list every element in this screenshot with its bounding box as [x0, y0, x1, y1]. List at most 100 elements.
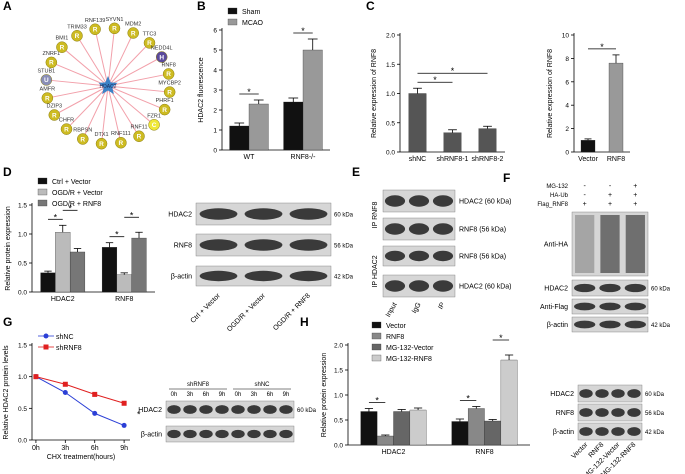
blot-band — [624, 283, 646, 293]
blot-band — [289, 239, 328, 251]
blot-band — [247, 405, 261, 414]
network-edge — [82, 85, 109, 140]
blot-band — [263, 405, 277, 414]
network-edge — [107, 73, 169, 87]
significance-label: * — [433, 75, 437, 85]
lane-group-label: shRNF8 — [187, 382, 210, 388]
blot-row-label: HDAC2 (60 kDa) — [459, 199, 512, 206]
bar — [101, 247, 118, 293]
blot-band — [231, 429, 245, 439]
blot-row-label: HDAC2 (60 kDa) — [459, 284, 512, 291]
node-label: DTX1 — [94, 132, 108, 138]
panel-label: D — [3, 165, 12, 179]
legend-label: MCAO — [242, 20, 264, 27]
node-badge: R — [93, 27, 98, 34]
blot-band — [595, 408, 609, 417]
lane-label: 9h — [219, 392, 226, 398]
significance-label: * — [54, 212, 58, 222]
significance-label: * — [466, 394, 470, 404]
lane-group-label: shNC — [254, 382, 270, 388]
blot-band — [599, 283, 621, 293]
y-tick-label: 1.0 — [18, 374, 27, 381]
blot-band — [432, 250, 454, 262]
node-badge: R — [119, 140, 124, 147]
legend-label: OGD/R + Vector — [52, 190, 103, 197]
node-badge: H — [159, 54, 164, 61]
node-label: RBPSN — [73, 127, 92, 133]
marker — [121, 400, 127, 406]
network-node — [115, 136, 127, 149]
marker — [62, 390, 68, 395]
bar — [500, 359, 518, 446]
y-axis-label: Relative HDAC2 protein levels — [3, 345, 10, 440]
bar — [360, 411, 378, 446]
node-badge: R — [45, 95, 50, 102]
blot-size-label: 56 kDa — [334, 244, 354, 250]
bar — [443, 132, 462, 153]
legend-swatch — [371, 321, 382, 329]
bar — [248, 103, 269, 151]
significance-label: * — [499, 333, 503, 343]
bar — [451, 421, 469, 446]
y-tick-label: 0.5 — [18, 261, 27, 268]
blot-band — [199, 405, 213, 414]
blot-band — [432, 195, 454, 207]
y-tick-label: 5 — [213, 48, 217, 55]
network-edge — [51, 61, 109, 87]
node-badge: R — [75, 33, 80, 40]
blot-row-label: HDAC2 — [544, 286, 568, 293]
marker — [43, 333, 49, 339]
y-tick-label: 0.5 — [334, 418, 343, 425]
blot-row-label: HDAC2 — [138, 407, 162, 414]
blot-row — [165, 425, 295, 443]
node-badge: R — [112, 26, 117, 33]
blot-band — [574, 302, 596, 311]
node-label: NEDD4L — [151, 46, 173, 52]
network-node — [41, 92, 54, 104]
lane-label: 3h — [187, 392, 194, 398]
x-tick-label: RNF8 — [115, 296, 133, 303]
node-label: BMI1 — [56, 36, 69, 42]
significance-label: * — [247, 87, 251, 97]
condition-sign: + — [583, 201, 587, 208]
blot-band — [611, 389, 625, 398]
blot-band — [595, 389, 609, 398]
node-label: ZNRF1 — [42, 51, 60, 57]
y-axis-label: Relative expression of RNF8 — [371, 49, 378, 138]
y-tick-label: 3 — [213, 88, 217, 95]
y-tick-label: 0.0 — [18, 290, 27, 297]
node-label: RNF8 — [161, 62, 175, 68]
network-node — [77, 133, 89, 145]
blot-row-label: β-actin — [141, 432, 162, 439]
bar — [478, 128, 497, 153]
network-node — [40, 74, 53, 86]
bar — [55, 232, 71, 293]
x-tick-label: 9h — [120, 445, 128, 452]
x-tick-label: shNC — [409, 156, 427, 163]
lane-label: 3h — [251, 392, 258, 398]
node-label: RNF139 — [85, 18, 105, 24]
y-tick-label: 1.5 — [18, 203, 27, 210]
y-tick-label: 2 — [565, 126, 569, 133]
blot-row-label: RNF8 (56 kDa) — [459, 227, 506, 234]
y-tick-label: 8 — [565, 56, 569, 63]
x-axis-label: CHX treatment(hours) — [47, 454, 115, 461]
blot-band — [289, 270, 328, 282]
significance-label: * — [301, 26, 305, 36]
condition-label: Flag_RNF8 — [537, 202, 568, 208]
blot-row — [577, 403, 643, 422]
lane-label: IP — [437, 301, 447, 311]
marker — [92, 391, 98, 397]
blot-size-label: 60 kDa — [297, 408, 317, 414]
network-node — [163, 86, 176, 98]
network-edge — [47, 85, 109, 99]
blot-size-label: 42 kDa — [334, 275, 354, 281]
node-label: CHFR — [59, 118, 74, 124]
bar — [302, 49, 323, 151]
marker — [92, 410, 98, 416]
blot-band — [231, 405, 245, 414]
y-tick-label: 2.0 — [334, 343, 343, 350]
lane-label: IgG — [411, 302, 423, 315]
node-label: FZR1 — [147, 113, 161, 119]
y-tick-label: 0 — [565, 150, 569, 157]
